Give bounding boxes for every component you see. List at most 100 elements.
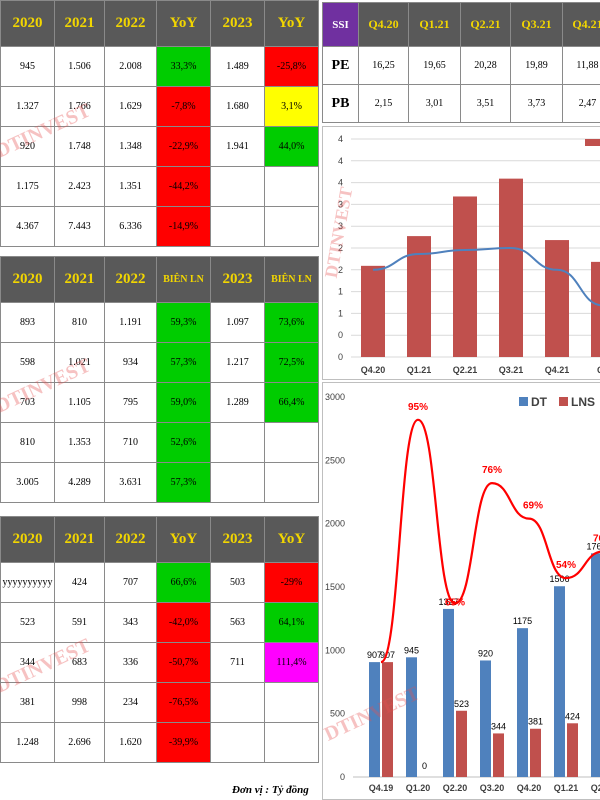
table-cell: 2.696	[54, 722, 105, 763]
ssi-cell: 3,73	[510, 84, 563, 123]
table-cell: 1.620	[104, 722, 157, 763]
x-tick-label: Q4.20	[517, 783, 542, 793]
legend-label-dt: DT	[531, 395, 548, 409]
lnst-data-label: 344	[491, 721, 506, 731]
header-cell: 2022	[104, 516, 157, 563]
table-cell: 598	[0, 342, 55, 383]
legend-swatch-dt	[519, 397, 528, 406]
table-cell: 44,0%	[264, 126, 319, 167]
table-cell: 234	[104, 682, 157, 723]
table-cell: 7.443	[54, 206, 105, 247]
table-cell: -76,5%	[156, 682, 211, 723]
table-cell: 3.005	[0, 462, 55, 503]
ssi-cell: 3,01	[408, 84, 461, 123]
dt-data-label: 1766	[586, 541, 600, 551]
table-cell: 1.680	[210, 86, 265, 127]
lnst-data-label: 907	[380, 650, 395, 660]
y-tick-label: 3	[338, 221, 343, 231]
x-tick-label: Q1.21	[554, 783, 579, 793]
table-cell: 1.351	[104, 166, 157, 207]
table-cell	[210, 722, 265, 763]
header-cell: 2022	[104, 256, 157, 303]
bar-dt	[480, 660, 491, 777]
bar-lnst	[567, 723, 578, 777]
table-cell: 2.423	[54, 166, 105, 207]
ssi-header-cell: Q1.21	[408, 2, 461, 47]
table-cell: 66,6%	[156, 562, 211, 603]
table-cell: 57,3%	[156, 342, 211, 383]
table-cell	[210, 462, 265, 503]
lnst-data-label: 523	[454, 699, 469, 709]
header-cell: 2023	[210, 516, 265, 563]
y-tick-label: 0	[340, 772, 345, 782]
table-cell: 2.008	[104, 46, 157, 87]
table-row: 945 1.506 2.008 33,3% 1.489 -25,8%	[0, 46, 319, 87]
table-cell: 707	[104, 562, 157, 603]
y-tick-label: 0	[338, 330, 343, 340]
table-row: 523 591 343 -42,0% 563 64,1%	[0, 602, 319, 643]
table-cell: 3,1%	[264, 86, 319, 127]
header-cell: BIÊN LN	[264, 256, 319, 303]
x-tick-label: Q3.21	[499, 365, 524, 375]
table-cell: 920	[0, 126, 55, 167]
ssi-row-label: PE	[322, 46, 359, 85]
table-cell: 4.289	[54, 462, 105, 503]
y-tick-label: 2000	[325, 519, 345, 529]
table-cell	[210, 682, 265, 723]
table-row: 703 1.105 795 59,0% 1.289 66,4%	[0, 382, 319, 423]
table-cell: 810	[0, 422, 55, 463]
table-cell	[264, 166, 319, 207]
y-tick-label: 500	[330, 709, 345, 719]
table-row: 1.175 2.423 1.351 -44,2%	[0, 166, 319, 207]
table-row: 3.005 4.289 3.631 57,3%	[0, 462, 319, 503]
table-cell: 683	[54, 642, 105, 683]
table-row: 381 998 234 -76,5%	[0, 682, 319, 723]
bar	[453, 196, 477, 357]
header-cell: YoY	[264, 516, 319, 563]
dt-data-label: 1327	[438, 597, 458, 607]
dt-data-label: 1506	[549, 574, 569, 584]
table-cell: 1.748	[54, 126, 105, 167]
ssi-cell: 16,25	[358, 46, 409, 85]
header-cell: 2020	[0, 516, 55, 563]
dt-data-label: 945	[404, 645, 419, 655]
table-cell: 893	[0, 302, 55, 343]
header-cell: 2021	[54, 256, 105, 303]
header-cell: 2023	[210, 256, 265, 303]
table-cell: -14,9%	[156, 206, 211, 247]
pct-label: 54%	[556, 560, 576, 571]
table-cell: 1.629	[104, 86, 157, 127]
legend-swatch-lnst	[559, 397, 568, 406]
ssi-cell: 11,88	[562, 46, 600, 85]
table-cell: 998	[54, 682, 105, 723]
bar-dt	[443, 608, 454, 777]
table-cell: 1.506	[54, 46, 105, 87]
lnst-data-label: 424	[565, 711, 580, 721]
ssi-header-cell: Q3.21	[510, 2, 563, 47]
lnst-data-label: 0	[422, 761, 427, 771]
y-tick-label: 1000	[325, 645, 345, 655]
bar	[361, 265, 385, 357]
bar-dt	[554, 586, 565, 777]
y-tick-label: 4	[338, 156, 343, 166]
table-cell: 1.489	[210, 46, 265, 87]
table-cell	[264, 462, 319, 503]
table-cell	[264, 422, 319, 463]
y-tick-label: 4	[338, 178, 343, 188]
pct-label: 95%	[408, 402, 428, 413]
x-tick-label: Q4.20	[361, 365, 386, 375]
table-cell: 6.336	[104, 206, 157, 247]
table-cell: 59,3%	[156, 302, 211, 343]
dt-data-label: 920	[478, 648, 493, 658]
table-cell: 934	[104, 342, 157, 383]
legend-label-lnst: LNS	[571, 395, 595, 409]
table-cell: 1.327	[0, 86, 55, 127]
table-cell: -50,7%	[156, 642, 211, 683]
table-cell: 795	[104, 382, 157, 423]
table-cell	[210, 422, 265, 463]
table-cell: 1.175	[0, 166, 55, 207]
table-row: 4.367 7.443 6.336 -14,9%	[0, 206, 319, 247]
table-cell: 59,0%	[156, 382, 211, 423]
table-cell: 381	[0, 682, 55, 723]
table-cell	[264, 682, 319, 723]
